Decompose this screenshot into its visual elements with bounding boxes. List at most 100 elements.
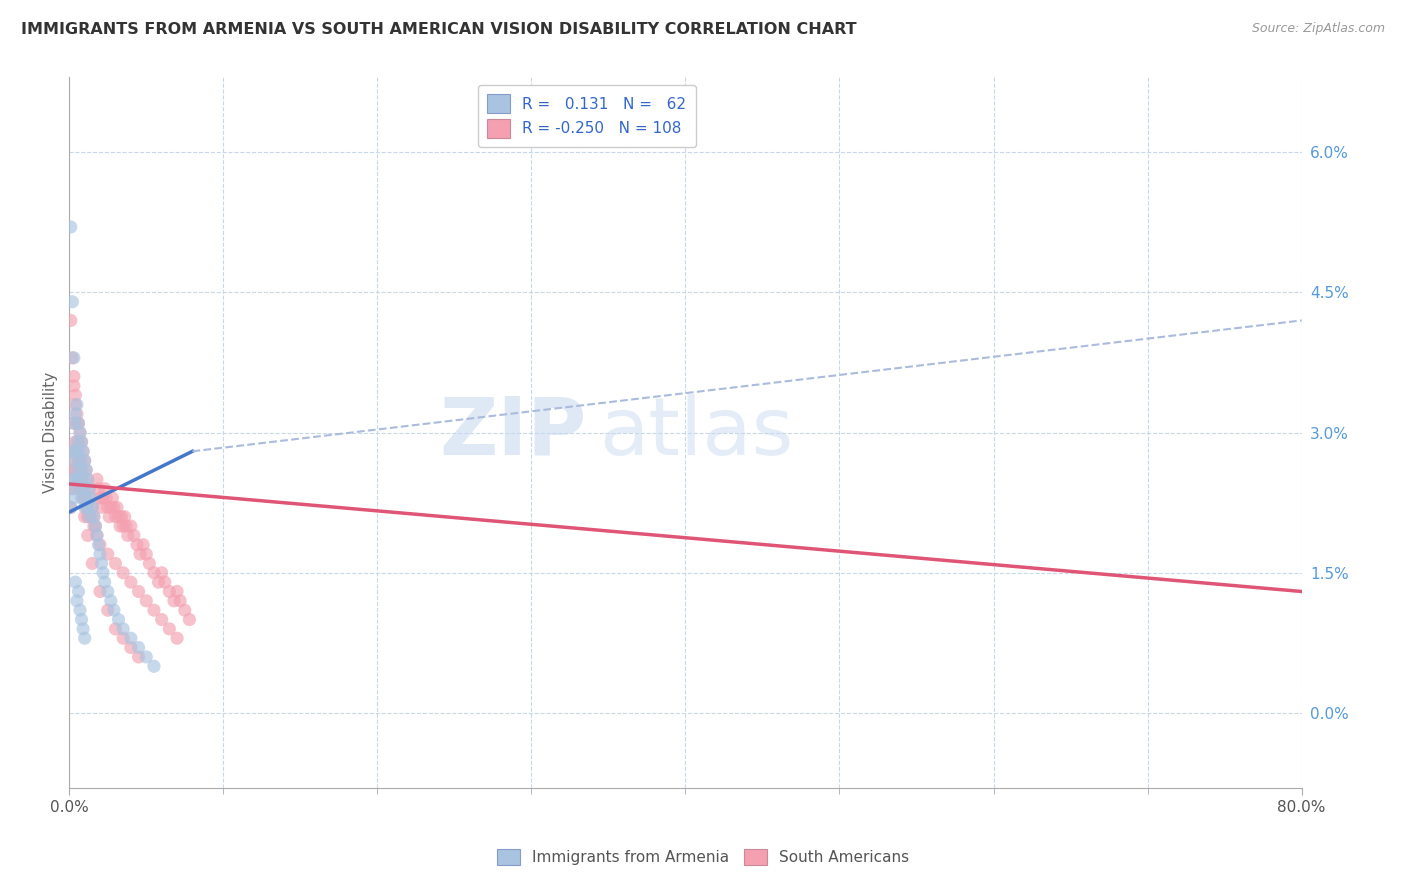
Point (96, 491, 118, 505)
Point (76, 472, 98, 486)
Point (60, 351, 83, 365)
Point (72, 444, 94, 458)
Point (107, 509, 129, 524)
Point (69, 453, 91, 467)
Point (120, 640, 142, 655)
Point (89, 538, 111, 552)
Text: IMMIGRANTS FROM ARMENIA VS SOUTH AMERICAN VISION DISABILITY CORRELATION CHART: IMMIGRANTS FROM ARMENIA VS SOUTH AMERICA… (21, 22, 856, 37)
Point (66, 463, 89, 477)
Point (63, 491, 86, 505)
Text: ZIP: ZIP (440, 393, 586, 472)
Point (60, 444, 83, 458)
Point (67, 453, 90, 467)
Point (70, 491, 93, 505)
Point (63, 453, 86, 467)
Point (60, 294, 83, 309)
Point (179, 613, 201, 627)
Point (128, 649, 150, 664)
Point (59, 500, 82, 515)
Point (67, 584, 90, 599)
Point (97, 603, 120, 617)
Point (69, 453, 91, 467)
Point (120, 575, 142, 590)
Point (67, 444, 90, 458)
Point (59, 219, 82, 234)
Point (67, 416, 90, 430)
Point (112, 519, 135, 533)
Point (65, 472, 87, 486)
Point (65, 444, 87, 458)
Point (104, 509, 127, 524)
Point (65, 398, 87, 412)
Point (97, 584, 120, 599)
Point (91, 566, 114, 580)
Point (76, 509, 98, 524)
Point (115, 519, 138, 533)
Point (97, 500, 120, 515)
Point (80, 491, 103, 505)
Point (66, 594, 89, 608)
Point (100, 594, 122, 608)
Point (120, 519, 142, 533)
Point (67, 434, 90, 449)
Point (103, 500, 125, 515)
Point (135, 547, 157, 561)
Point (82, 500, 104, 515)
Point (104, 557, 127, 571)
Point (76, 500, 98, 515)
Point (75, 463, 97, 477)
Text: atlas: atlas (599, 393, 793, 472)
Point (86, 528, 108, 542)
Point (70, 472, 93, 486)
Point (60, 482, 83, 496)
Point (153, 575, 176, 590)
Point (66, 416, 89, 430)
Point (59, 313, 82, 327)
Point (60, 453, 83, 467)
Point (75, 463, 97, 477)
Point (89, 491, 111, 505)
Point (84, 519, 107, 533)
Point (143, 566, 166, 580)
Point (59, 500, 82, 515)
Point (166, 584, 188, 599)
Point (112, 566, 135, 580)
Point (63, 379, 86, 393)
Point (75, 500, 97, 515)
Point (103, 603, 125, 617)
Point (157, 584, 180, 599)
Point (73, 453, 96, 467)
Point (69, 425, 91, 440)
Point (72, 622, 94, 636)
Point (69, 425, 91, 440)
Point (143, 603, 166, 617)
Point (107, 613, 129, 627)
Legend: R =   0.131   N =   62, R = -0.250   N = 108: R = 0.131 N = 62, R = -0.250 N = 108 (478, 85, 696, 147)
Point (104, 622, 127, 636)
Point (66, 407, 89, 421)
Point (67, 472, 90, 486)
Point (108, 519, 131, 533)
Point (66, 482, 89, 496)
Point (77, 482, 100, 496)
Point (143, 659, 166, 673)
Point (65, 575, 87, 590)
Point (63, 369, 86, 384)
Point (70, 472, 93, 486)
Point (120, 631, 142, 645)
Point (76, 528, 98, 542)
Point (63, 463, 86, 477)
Point (128, 640, 150, 655)
Text: Source: ZipAtlas.com: Source: ZipAtlas.com (1251, 22, 1385, 36)
Point (73, 453, 96, 467)
Point (66, 434, 89, 449)
Point (117, 528, 139, 542)
Point (72, 444, 94, 458)
Point (73, 491, 96, 505)
Point (89, 547, 111, 561)
Point (132, 538, 155, 552)
Point (110, 509, 132, 524)
Point (89, 584, 111, 599)
Point (63, 416, 86, 430)
Point (80, 509, 103, 524)
